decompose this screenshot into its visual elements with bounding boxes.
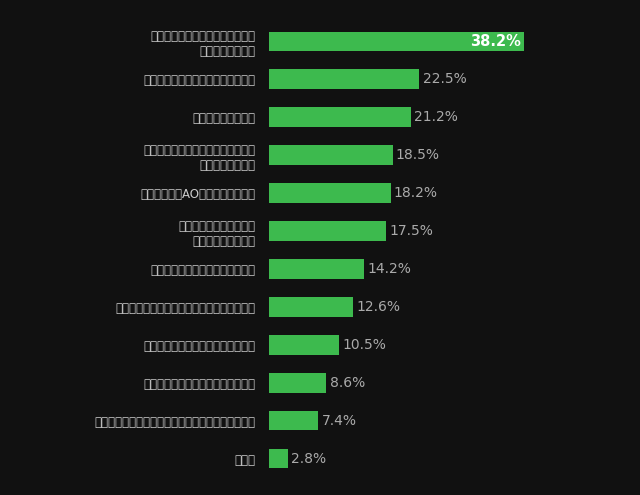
Text: 2.8%: 2.8% — [291, 451, 326, 466]
Bar — [269, 297, 353, 317]
Bar — [269, 221, 386, 241]
Bar — [269, 107, 411, 127]
Bar — [269, 32, 524, 51]
Text: 7.4%: 7.4% — [322, 414, 356, 428]
Bar — [269, 448, 287, 468]
Bar — [269, 69, 419, 89]
Text: 38.2%: 38.2% — [470, 34, 521, 49]
Text: 18.2%: 18.2% — [394, 186, 438, 200]
Text: 8.6%: 8.6% — [330, 376, 365, 390]
Text: 12.6%: 12.6% — [356, 300, 401, 314]
Bar — [269, 373, 326, 393]
Bar — [269, 146, 392, 165]
Text: 10.5%: 10.5% — [342, 338, 387, 352]
Text: 18.5%: 18.5% — [396, 148, 440, 162]
Text: 22.5%: 22.5% — [422, 72, 467, 86]
Bar — [269, 259, 364, 279]
Bar — [269, 183, 390, 203]
Bar — [269, 411, 318, 431]
Text: 17.5%: 17.5% — [389, 224, 433, 238]
Bar — [269, 335, 339, 354]
Text: 21.2%: 21.2% — [414, 110, 458, 124]
Text: 14.2%: 14.2% — [367, 262, 411, 276]
